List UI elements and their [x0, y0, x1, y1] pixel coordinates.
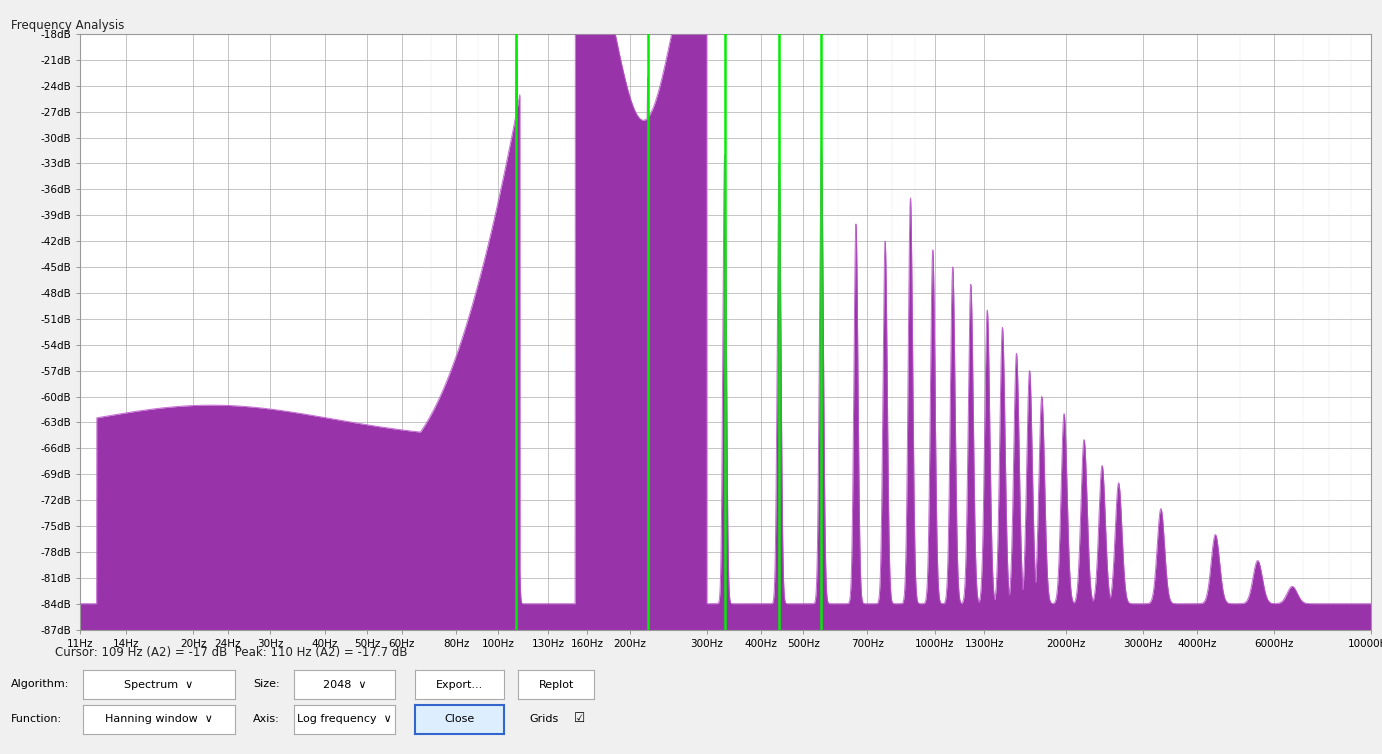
Text: Axis:: Axis:	[253, 713, 279, 724]
Text: Replot: Replot	[539, 679, 574, 690]
Text: Algorithm:: Algorithm:	[11, 679, 69, 689]
Text: Spectrum  ∨: Spectrum ∨	[124, 679, 193, 690]
Text: Frequency Analysis: Frequency Analysis	[11, 19, 124, 32]
Text: ☑: ☑	[574, 712, 585, 725]
Text: Export...: Export...	[435, 679, 484, 690]
Text: Size:: Size:	[253, 679, 279, 689]
Text: Grids: Grids	[529, 713, 558, 724]
Text: Hanning window  ∨: Hanning window ∨	[105, 714, 213, 725]
Text: Log frequency  ∨: Log frequency ∨	[297, 714, 392, 725]
Text: Cursor: 109 Hz (A2) = -17 dB  Peak: 110 Hz (A2) = -17.7 dB: Cursor: 109 Hz (A2) = -17 dB Peak: 110 H…	[55, 645, 408, 659]
Text: Function:: Function:	[11, 713, 62, 724]
Text: 2048  ∨: 2048 ∨	[323, 679, 366, 690]
Text: Close: Close	[445, 714, 474, 725]
